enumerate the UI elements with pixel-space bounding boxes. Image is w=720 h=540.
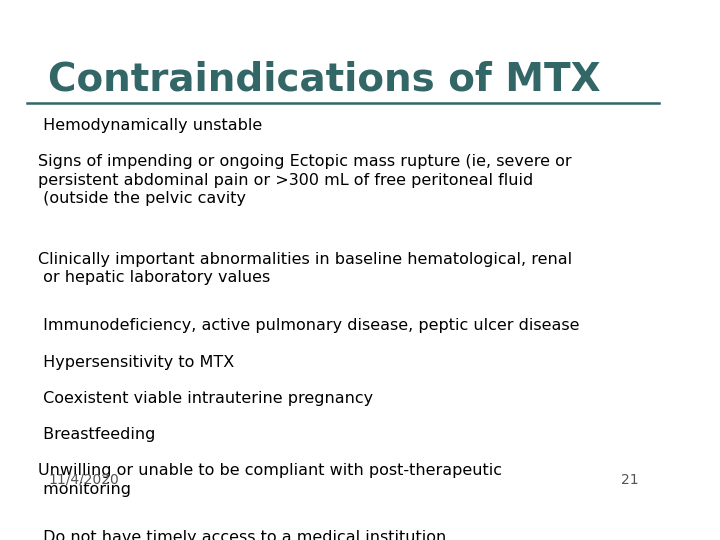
Text: 21: 21: [621, 472, 638, 487]
Text: 11/4/2020: 11/4/2020: [48, 472, 119, 487]
Text: Breastfeeding: Breastfeeding: [37, 427, 155, 442]
Text: Hypersensitivity to MTX: Hypersensitivity to MTX: [37, 355, 234, 369]
Text: Signs of impending or ongoing Ectopic mass rupture (ie, severe or
persistent abd: Signs of impending or ongoing Ectopic ma…: [37, 154, 572, 206]
Text: Immunodeficiency, active pulmonary disease, peptic ulcer disease: Immunodeficiency, active pulmonary disea…: [37, 319, 580, 333]
Text: Contraindications of MTX: Contraindications of MTX: [48, 60, 600, 98]
Text: Clinically important abnormalities in baseline hematological, renal
 or hepatic : Clinically important abnormalities in ba…: [37, 252, 572, 285]
Text: Unwilling or unable to be compliant with post-therapeutic
 monitoring: Unwilling or unable to be compliant with…: [37, 463, 502, 497]
Text: Coexistent viable intrauterine pregnancy: Coexistent viable intrauterine pregnancy: [37, 391, 373, 406]
Text: Do not have timely access to a medical institution: Do not have timely access to a medical i…: [37, 530, 446, 540]
Text: Hemodynamically unstable: Hemodynamically unstable: [37, 118, 262, 133]
